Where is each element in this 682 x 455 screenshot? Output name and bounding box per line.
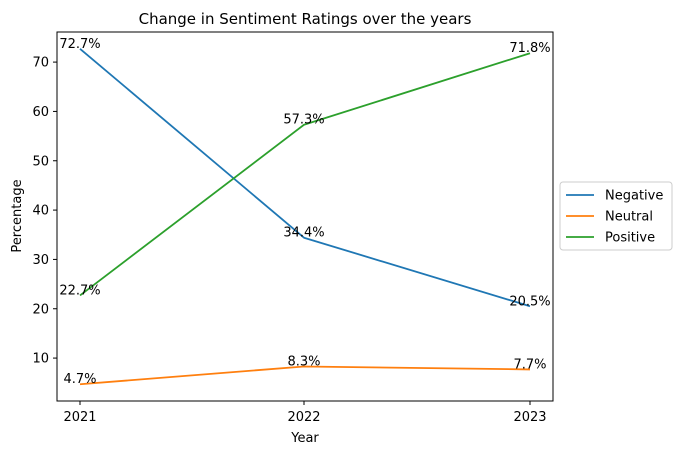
y-tick-label: 30 (32, 253, 49, 268)
series-line-neutral (79, 365, 531, 386)
y-axis-label: Percentage (10, 179, 25, 252)
data-label-positive: 57.3% (283, 113, 324, 128)
legend-label-neutral: Neutral (605, 210, 653, 225)
chart-title: Change in Sentiment Ratings over the yea… (139, 10, 472, 28)
data-label-negative: 34.4% (283, 226, 324, 241)
x-tick-label: 2022 (287, 410, 320, 425)
data-label-negative: 72.7% (59, 37, 100, 52)
plot-area (56, 31, 554, 402)
y-tick-label: 60 (32, 105, 49, 120)
data-label-neutral: 4.7% (63, 372, 96, 387)
plot-frame (56, 31, 554, 402)
data-label-neutral: 7.7% (513, 357, 546, 372)
legend-box (559, 181, 673, 251)
y-axis: 10 20 30 40 50 60 70 (32, 56, 57, 367)
legend-label-positive: Positive (605, 231, 655, 246)
data-label-positive: 71.8% (509, 41, 550, 56)
x-axis-label: Year (290, 431, 319, 446)
data-label-negative: 20.5% (509, 294, 550, 309)
x-tick-label: 2023 (513, 410, 546, 425)
x-tick-label: 2021 (63, 410, 96, 425)
y-tick-label: 20 (32, 302, 49, 317)
data-label-neutral: 8.3% (287, 354, 320, 369)
legend-label-negative: Negative (605, 189, 663, 204)
data-label-positive: 22.7% (59, 283, 100, 298)
y-tick-label: 70 (32, 56, 49, 71)
data-labels: 72.7% 34.4% 20.5% 4.7% 8.3% 7.7% 22.7% 57.3% 71.… (59, 37, 550, 387)
legend: Negative Neutral Positive (559, 181, 673, 251)
y-tick-label: 50 (32, 154, 49, 169)
y-tick-label: 10 (32, 352, 49, 367)
series-lines (79, 48, 531, 386)
y-tick-label: 40 (32, 204, 49, 219)
series-line-negative (79, 48, 531, 308)
series-line-positive (79, 52, 531, 297)
x-axis: 2021 2022 2023 (63, 401, 547, 425)
